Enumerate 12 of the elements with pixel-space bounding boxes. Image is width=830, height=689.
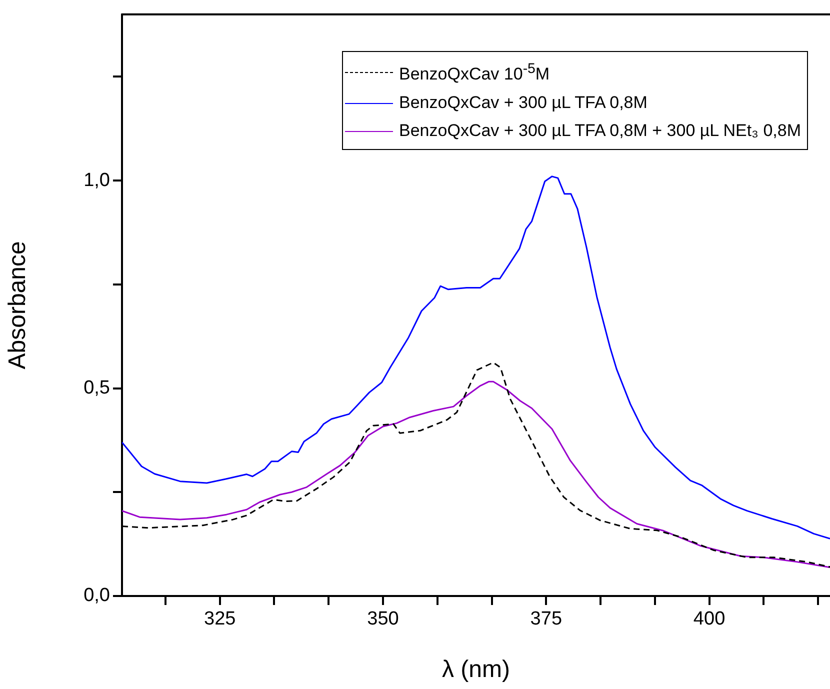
x-tick-label: 350 bbox=[367, 608, 399, 630]
legend-label: BenzoQxCav + 300 µL TFA 0,8M + 300 µL NEt₃ 0,8M bbox=[399, 120, 801, 142]
x-tick-label: 375 bbox=[530, 608, 562, 630]
y-tick-label: 0,5 bbox=[84, 378, 110, 399]
y-axis-title: Absorbance bbox=[4, 241, 32, 370]
x-tick-label: 325 bbox=[204, 608, 236, 630]
legend-label: BenzoQxCav 10$^{-5}$M bbox=[399, 60, 550, 86]
x-axis-title: λ (nm) bbox=[442, 656, 510, 684]
x-tick-label: 400 bbox=[693, 608, 726, 630]
y-tick-label: 1,0 bbox=[84, 170, 110, 191]
legend-label: BenzoQxCav + 300 µL TFA 0,8M bbox=[399, 92, 648, 114]
y-tick-label: 0,0 bbox=[84, 585, 110, 606]
